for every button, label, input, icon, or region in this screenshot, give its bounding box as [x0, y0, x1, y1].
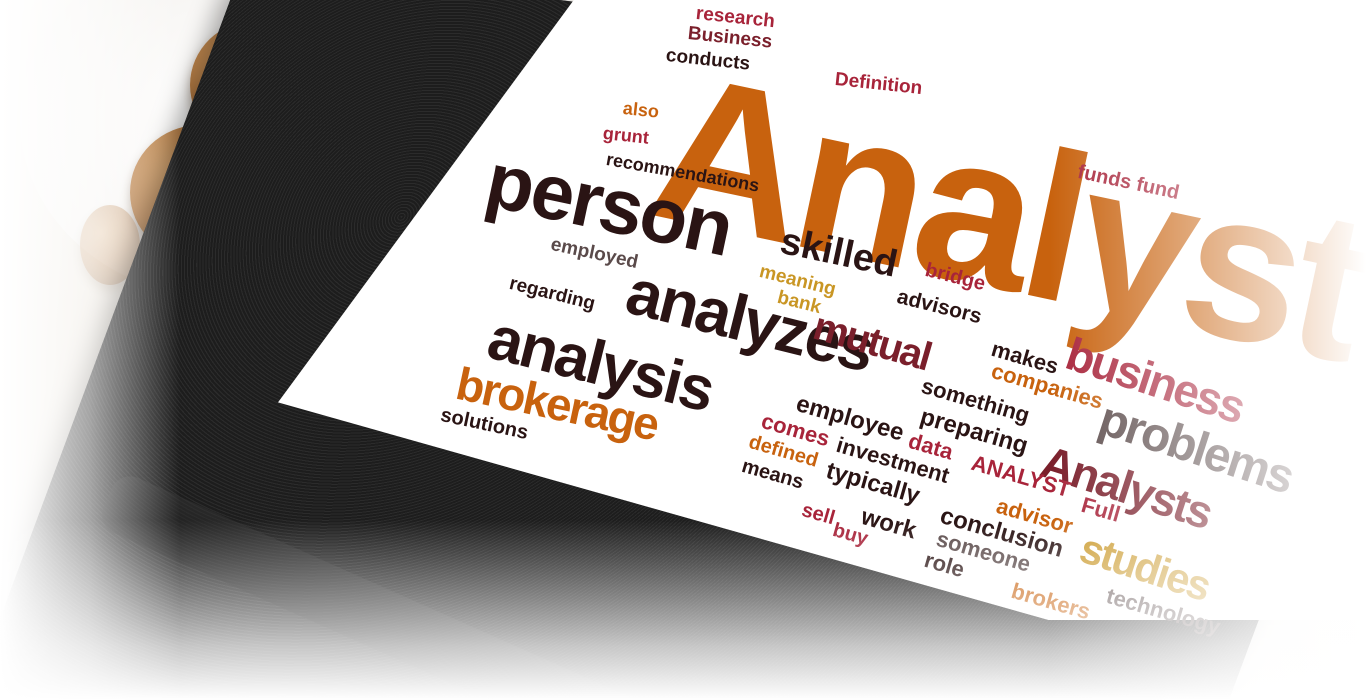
word-grunt: grunt [602, 123, 650, 148]
word-also: also [622, 98, 660, 122]
